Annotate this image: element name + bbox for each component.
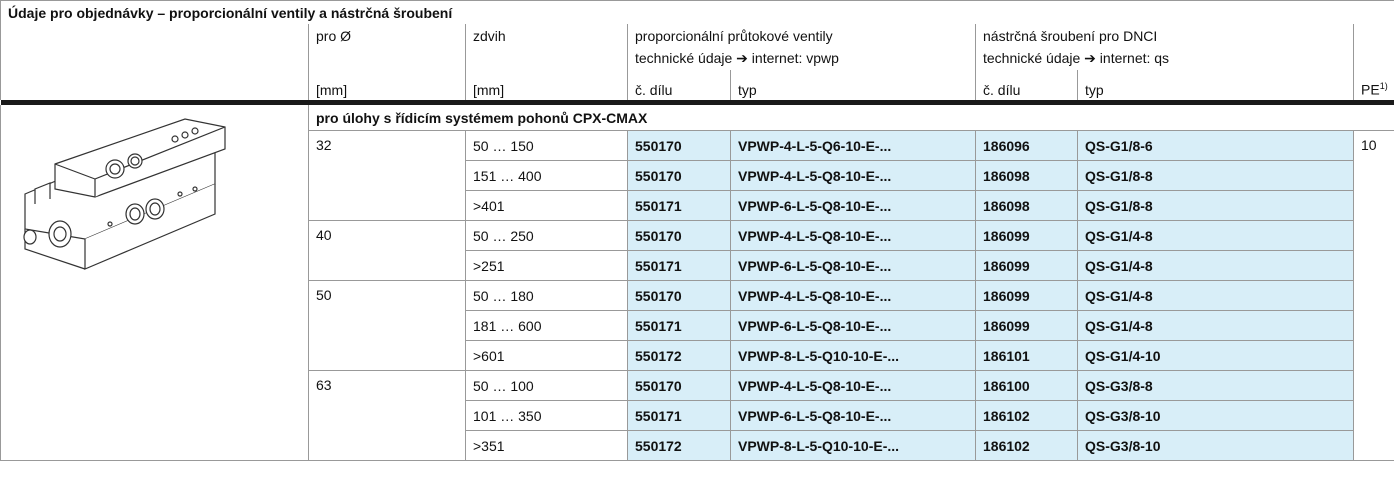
product-image	[23, 118, 226, 270]
table-row: 101 … 350 550171 VPWP-6-L-5-Q8-10-E-... 186…	[1, 400, 1394, 431]
fitting-part-no: 186098	[975, 160, 1078, 191]
fitting-type: QS-G1/4-8	[1077, 280, 1354, 311]
fitting-part-no: 186099	[975, 280, 1078, 311]
header-fittings: nástrčná šroubení pro DNCI	[975, 24, 1354, 47]
header-fittings-link: technické údaje ➔ internet: qs	[975, 47, 1354, 70]
stroke-range: >251	[465, 250, 628, 281]
stroke-range: 50 … 180	[465, 280, 628, 311]
fitting-type: QS-G3/8-10	[1077, 430, 1354, 461]
fitting-type: QS-G1/4-10	[1077, 340, 1354, 371]
fitting-type: QS-G1/8-8	[1077, 190, 1354, 221]
valve-type: VPWP-8-L-5-Q10-10-E-...	[730, 340, 976, 371]
fitting-part-no: 186099	[975, 310, 1078, 341]
table-row: >401 550171 VPWP-6-L-5-Q8-10-E-... 186098 QS…	[1, 190, 1394, 221]
table-row: 181 … 600 550171 VPWP-6-L-5-Q8-10-E-... 186…	[1, 310, 1394, 341]
table-title: Údaje pro objednávky – proporcionální ve…	[0, 0, 1394, 24]
fitting-type: QS-G1/8-6	[1077, 130, 1354, 161]
diameter: 63	[308, 370, 466, 461]
fitting-part-no: 186099	[975, 250, 1078, 281]
unit: [mm]	[465, 70, 628, 100]
valve-part-no: 550170	[627, 370, 731, 401]
fitting-type: QS-G1/4-8	[1077, 220, 1354, 251]
unit: č. dílu	[975, 70, 1078, 100]
valve-part-no: 550171	[627, 190, 731, 221]
fitting-part-no: 186096	[975, 130, 1078, 161]
header-valves-link: technické údaje ➔ internet: vpwp	[627, 47, 976, 70]
valve-part-no: 550170	[627, 160, 731, 191]
stroke-range: 50 … 100	[465, 370, 628, 401]
valve-part-no: 550170	[627, 130, 731, 161]
valve-type: VPWP-4-L-5-Q6-10-E-...	[730, 130, 976, 161]
valve-part-no: 550172	[627, 340, 731, 371]
fitting-part-no: 186101	[975, 340, 1078, 371]
order-table: Údaje pro objednávky – proporcionální ve…	[0, 0, 1394, 461]
stroke-range: >401	[465, 190, 628, 221]
product-image-cell	[0, 105, 309, 461]
stroke-range: 50 … 250	[465, 220, 628, 251]
valve-type: VPWP-8-L-5-Q10-10-E-...	[730, 430, 976, 461]
valve-type: VPWP-4-L-5-Q8-10-E-...	[730, 220, 976, 251]
pe-value: 10	[1352, 130, 1394, 461]
valve-type: VPWP-4-L-5-Q8-10-E-...	[730, 280, 976, 311]
valve-type: VPWP-6-L-5-Q8-10-E-...	[730, 400, 976, 431]
unit: [mm]	[308, 70, 466, 100]
fitting-type: QS-G1/4-8	[1077, 250, 1354, 281]
stroke-range: 181 … 600	[465, 310, 628, 341]
valve-part-no: 550170	[627, 220, 731, 251]
valve-type: VPWP-6-L-5-Q8-10-E-...	[730, 310, 976, 341]
valve-part-no: 550171	[627, 250, 731, 281]
table-row: 50 50 … 180 550170 VPWP-4-L-5-Q8-10-E-... 18…	[1, 280, 1394, 371]
stroke-range: >601	[465, 340, 628, 371]
stroke-range: 101 … 350	[465, 400, 628, 431]
fitting-part-no: 186102	[975, 400, 1078, 431]
fitting-part-no: 186099	[975, 220, 1078, 251]
stroke-range: 151 … 400	[465, 160, 628, 191]
valve-type: VPWP-6-L-5-Q8-10-E-...	[730, 250, 976, 281]
fitting-part-no: 186102	[975, 430, 1078, 461]
footnote-mark: 1)	[1379, 81, 1388, 92]
diameter: 32	[308, 130, 466, 221]
table-row: >351 550172 VPWP-8-L-5-Q10-10-E-... 186102 Q…	[1, 430, 1394, 461]
fitting-part-no: 186100	[975, 370, 1078, 401]
header-valves: proporcionální průtokové ventily	[627, 24, 976, 47]
unit: typ	[1077, 70, 1354, 100]
fitting-part-no: 186098	[975, 190, 1078, 221]
section-title: pro úlohy s řídicím systémem pohonů CPX-…	[307, 105, 1394, 131]
table-row: 63 50 … 100 550170 VPWP-4-L-5-Q8-10-E-... 18…	[1, 370, 1394, 461]
pe-header: PE	[1361, 82, 1380, 98]
valve-type: VPWP-4-L-5-Q8-10-E-...	[730, 160, 976, 191]
fitting-type: QS-G3/8-8	[1077, 370, 1354, 401]
unit: č. dílu	[627, 70, 731, 100]
valve-part-no: 550170	[627, 280, 731, 311]
fitting-type: QS-G1/8-8	[1077, 160, 1354, 191]
valve-part-no: 550171	[627, 400, 731, 431]
stroke-range: >351	[465, 430, 628, 461]
table-row: 151 … 400 550170 VPWP-4-L-5-Q8-10-E-... 186…	[1, 160, 1394, 191]
stroke-range: 50 … 150	[465, 130, 628, 161]
fitting-type: QS-G1/4-8	[1077, 310, 1354, 341]
table-row: >251 550171 VPWP-6-L-5-Q8-10-E-... 186099 QS…	[1, 250, 1394, 281]
valve-type: VPWP-4-L-5-Q8-10-E-...	[730, 370, 976, 401]
header-stroke: zdvih	[465, 24, 628, 47]
table-row: >601 550172 VPWP-8-L-5-Q10-10-E-... 186101 Q…	[1, 340, 1394, 371]
diameter: 40	[308, 220, 466, 281]
valve-type: VPWP-6-L-5-Q8-10-E-...	[730, 190, 976, 221]
diameter: 50	[308, 280, 466, 371]
valve-part-no: 550172	[627, 430, 731, 461]
unit: typ	[730, 70, 976, 100]
table-row: 32 50 … 150 550170 VPWP-4-L-5-Q6-10-E-... 18…	[1, 130, 1394, 461]
fitting-type: QS-G3/8-10	[1077, 400, 1354, 431]
valve-part-no: 550171	[627, 310, 731, 341]
header-diameter: pro Ø	[308, 24, 466, 47]
